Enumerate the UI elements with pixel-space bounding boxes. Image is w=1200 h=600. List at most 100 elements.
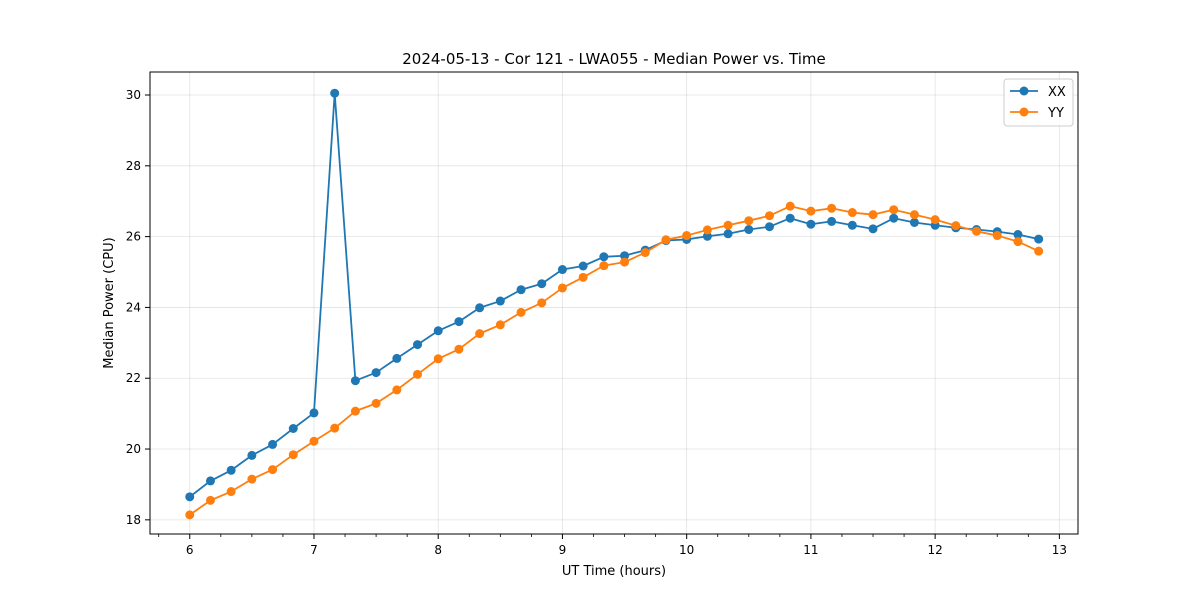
data-point-yy <box>516 307 526 317</box>
data-point-yy <box>226 487 236 497</box>
legend-marker-yy <box>1019 107 1029 117</box>
data-point-yy <box>868 210 878 220</box>
y-tick-label: 18 <box>126 513 141 527</box>
plot-frame <box>149 71 1079 535</box>
chart-title: 2024-05-13 - Cor 121 - LWA055 - Median P… <box>402 50 826 68</box>
data-point-xx <box>557 265 567 275</box>
data-point-yy <box>599 261 609 271</box>
data-point-xx <box>744 225 754 235</box>
grid <box>150 72 1078 534</box>
data-point-yy <box>930 215 940 225</box>
data-point-xx <box>702 231 712 241</box>
y-tick-label: 22 <box>126 371 141 385</box>
x-tick-label: 9 <box>559 543 567 557</box>
data-point-xx <box>847 220 857 230</box>
data-point-xx <box>909 217 919 227</box>
data-point-yy <box>537 298 547 308</box>
data-point-yy <box>1013 237 1023 247</box>
data-point-yy <box>433 354 443 364</box>
x-tick-label: 10 <box>679 543 694 557</box>
data-point-yy <box>330 423 340 433</box>
x-tick-label: 7 <box>310 543 318 557</box>
data-point-yy <box>992 231 1002 241</box>
x-tick-label: 11 <box>803 543 818 557</box>
data-point-yy <box>288 450 298 460</box>
legend-marker-xx <box>1019 86 1029 96</box>
data-point-yy <box>661 235 671 245</box>
data-point-yy <box>1034 246 1044 256</box>
data-point-yy <box>702 225 712 235</box>
data-point-xx <box>413 340 423 350</box>
data-point-xx <box>495 296 505 306</box>
series-layer <box>185 88 1044 520</box>
data-point-yy <box>205 495 215 505</box>
data-point-xx <box>330 88 340 98</box>
legend-label-xx: XX <box>1048 85 1066 100</box>
data-point-xx <box>827 216 837 226</box>
data-point-xx <box>288 424 298 433</box>
data-point-yy <box>889 205 899 215</box>
data-point-xx <box>309 408 319 418</box>
data-point-yy <box>785 201 795 211</box>
data-point-yy <box>557 283 567 293</box>
data-point-yy <box>247 474 257 484</box>
data-point-xx <box>475 303 485 313</box>
data-point-yy <box>744 216 754 226</box>
data-point-xx <box>268 439 278 449</box>
data-point-xx <box>806 219 816 229</box>
data-point-yy <box>827 203 837 213</box>
y-tick-label: 20 <box>126 442 141 456</box>
data-point-yy <box>640 248 650 258</box>
y-tick-label: 28 <box>126 159 141 173</box>
data-point-yy <box>578 272 588 282</box>
x-tick-label: 13 <box>1052 543 1067 557</box>
y-axis-label: Median Power (CPU) <box>102 237 117 368</box>
data-point-xx <box>599 252 609 262</box>
legend-label-yy: YY <box>1047 106 1064 121</box>
data-point-yy <box>475 329 485 339</box>
data-point-xx <box>620 251 630 261</box>
y-tick-label: 30 <box>126 88 141 102</box>
data-point-yy <box>972 226 982 236</box>
data-point-yy <box>620 257 630 267</box>
data-point-xx <box>765 222 774 232</box>
data-point-xx <box>785 213 795 223</box>
data-point-xx <box>889 213 899 223</box>
data-point-xx <box>537 279 547 289</box>
data-point-yy <box>309 436 319 446</box>
legend: XX YY <box>1003 78 1074 127</box>
data-point-xx <box>392 353 402 363</box>
data-point-xx <box>454 317 464 327</box>
data-point-xx <box>247 450 257 460</box>
data-point-yy <box>495 320 505 330</box>
data-point-yy <box>454 344 464 354</box>
data-point-yy <box>392 385 402 395</box>
data-point-yy <box>723 220 733 230</box>
data-point-yy <box>765 211 774 221</box>
data-point-xx <box>350 376 360 386</box>
data-point-xx <box>1034 234 1044 244</box>
data-point-yy <box>371 398 381 408</box>
data-point-yy <box>951 221 961 231</box>
x-tick-label: 6 <box>186 543 194 557</box>
y-tick-label: 24 <box>126 300 141 314</box>
data-point-xx <box>205 476 215 486</box>
data-point-xx <box>516 285 526 295</box>
axis-ticks: 6 7 8 9 10 11 12 13 18 20 22 24 26 28 30 <box>126 88 1067 557</box>
data-point-yy <box>350 406 360 416</box>
data-point-xx <box>578 261 588 271</box>
data-point-xx <box>226 465 236 475</box>
data-point-yy <box>806 206 816 216</box>
x-tick-label: 8 <box>434 543 442 557</box>
data-point-xx <box>433 326 443 336</box>
data-point-xx <box>868 224 878 234</box>
data-point-xx <box>1013 230 1023 239</box>
data-point-xx <box>185 492 195 502</box>
data-point-xx <box>371 368 381 378</box>
x-axis-label: UT Time (hours) <box>562 564 666 579</box>
data-point-yy <box>682 231 692 241</box>
data-point-yy <box>185 510 195 520</box>
data-point-xx <box>723 229 733 239</box>
